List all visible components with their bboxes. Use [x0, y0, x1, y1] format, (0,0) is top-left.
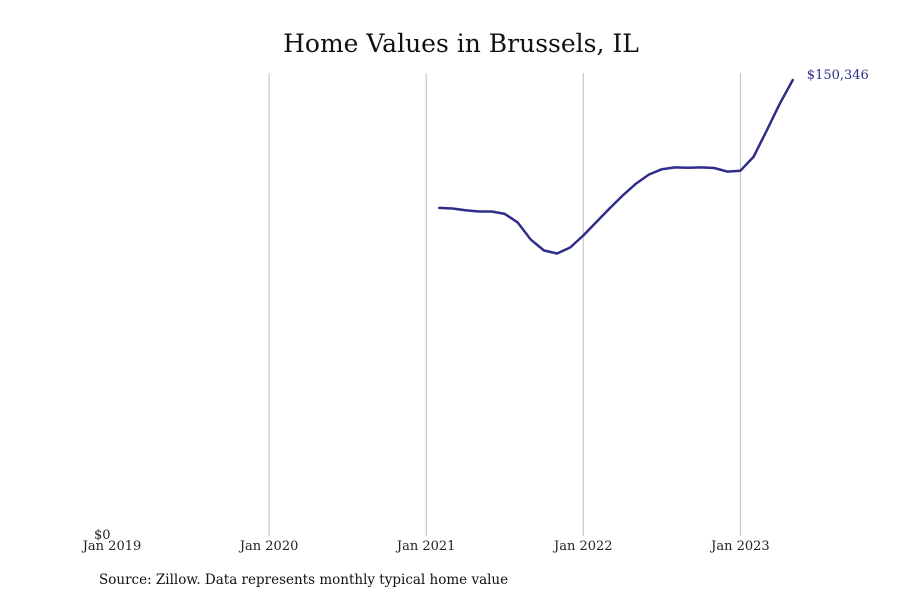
x-tick-label: Jan 2021 — [395, 539, 456, 554]
x-tick-label: Jan 2019 — [81, 539, 142, 554]
chart-title: Home Values in Brussels, IL — [283, 29, 639, 58]
source-note: Source: Zillow. Data represents monthly … — [99, 572, 509, 588]
x-tick-label: Jan 2022 — [552, 539, 613, 554]
series-line — [438, 78, 795, 255]
x-tick-label: Jan 2020 — [238, 539, 299, 554]
x-tick-label: Jan 2023 — [709, 539, 770, 554]
y-tick-label-zero: $0 — [94, 528, 111, 543]
end-value-label: $150,346 — [807, 68, 869, 83]
x-tick-labels: Jan 2019 Jan 2020 Jan 2021 Jan 2022 Jan 2023 — [81, 539, 770, 554]
grid-lines — [268, 73, 741, 536]
